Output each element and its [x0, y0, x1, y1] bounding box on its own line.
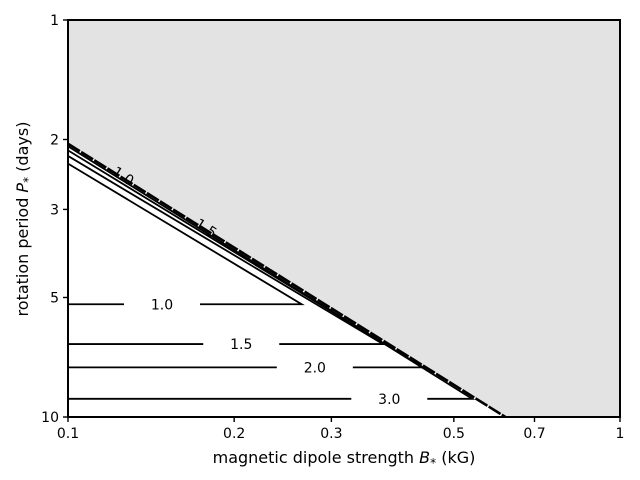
shaded-region [68, 20, 620, 417]
y-tick-label-1: 2 [50, 133, 59, 149]
contour-label-gap-3-0 [351, 392, 428, 405]
axis-ticks: 0.1 0.2 0.3 0.5 0.7 1 1 2 3 5 10 [41, 13, 624, 442]
contour-label-layer: 1.01.52.03.01.01.5 [109, 164, 428, 408]
y-tick-label-4: 10 [41, 410, 59, 426]
plot-area [68, 20, 620, 417]
x-tick-label-5: 1 [616, 426, 625, 442]
contour-label-3-0: 3.0 [378, 392, 400, 408]
contour-label-1-0: 1.0 [151, 297, 173, 313]
x-tick-label-4: 0.7 [523, 426, 545, 442]
y-tick-label-3: 5 [50, 290, 59, 306]
x-tick-label-1: 0.2 [223, 426, 245, 442]
y-tick-label-2: 3 [50, 202, 59, 218]
x-tick-label-3: 0.5 [443, 426, 465, 442]
contour-label-gap-2-0 [276, 361, 353, 374]
y-tick-label-0: 1 [50, 13, 59, 29]
x-axis-label: magnetic dipole strength B* (kG) [213, 448, 476, 470]
contour-line-3-0 [68, 145, 476, 400]
x-tick-label-0: 0.1 [57, 426, 79, 442]
contour-label-1-5: 1.5 [230, 337, 252, 353]
plot-frame [67, 19, 621, 418]
region-boundary-line [68, 142, 507, 417]
x-tick-label-2: 0.3 [320, 426, 342, 442]
y-axis-label: rotation period P* (days) [13, 122, 35, 317]
contour-label-2-0: 2.0 [304, 360, 326, 376]
contour-label-gap-1-0 [123, 298, 200, 311]
contour-label-gap-1-5 [203, 338, 280, 351]
